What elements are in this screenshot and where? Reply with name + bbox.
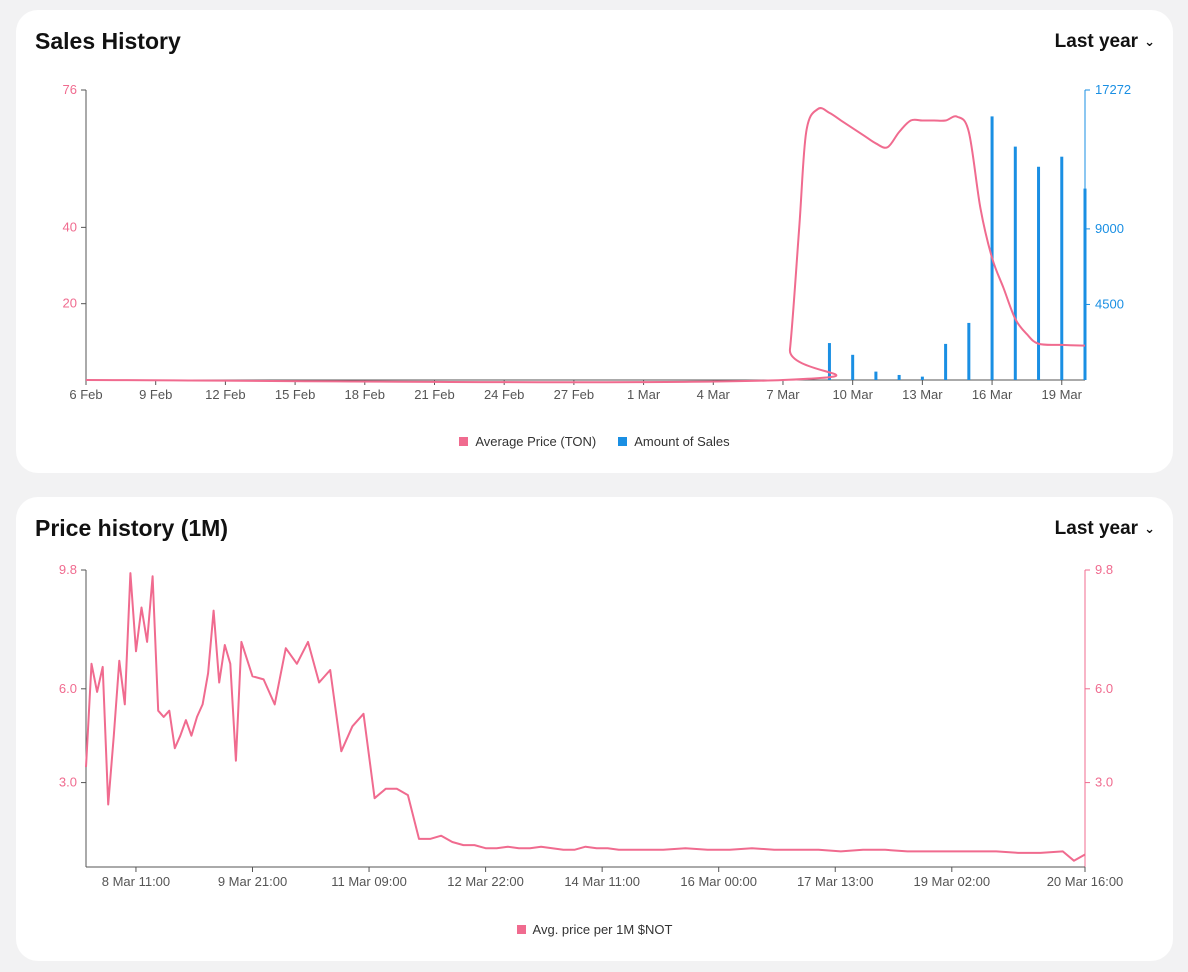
- x-tick-label-4-mar: 4 Mar: [697, 387, 731, 402]
- right-tick-label-9-8: 9.8: [1095, 562, 1113, 577]
- x-tick-label-12-feb: 12 Feb: [205, 387, 245, 402]
- x-tick-label-1-mar: 1 Mar: [627, 387, 661, 402]
- sales-bar: [967, 322, 971, 380]
- left-tick-label-3-0: 3.0: [59, 775, 77, 790]
- sales-history-title: Sales History: [35, 28, 181, 54]
- legend-label-average-price: Average Price (TON): [475, 434, 597, 449]
- left-tick-label-9-8: 9.8: [59, 562, 77, 577]
- x-tick-label-7-mar: 7 Mar: [766, 387, 800, 402]
- sales-bar: [1013, 146, 1017, 380]
- x-tick-label-16-mar: 16 Mar: [972, 387, 1013, 402]
- x-tick-label-27-feb: 27 Feb: [554, 387, 594, 402]
- price-swatch: [459, 437, 469, 446]
- x-tick-label-19-mar-02-00: 19 Mar 02:00: [913, 874, 990, 889]
- sales-bar: [920, 376, 924, 380]
- legend-item-amount-of-sales[interactable]: Amount of Sales: [618, 434, 730, 449]
- sales-bar: [944, 343, 948, 380]
- x-tick-label-10-mar: 10 Mar: [832, 387, 873, 402]
- left-tick-label-6-0: 6.0: [59, 681, 77, 696]
- sales-history-card: Sales History Last year ⌄ 20 40 76 4500 9000…: [16, 10, 1173, 473]
- x-tick-label-20-mar-16-00: 20 Mar 16:00: [1047, 874, 1124, 889]
- x-tick-label-24-feb: 24 Feb: [484, 387, 524, 402]
- sales-bar: [874, 371, 878, 380]
- sales-history-legend: Average Price (TON) Amount of Sales: [16, 434, 1173, 449]
- price-history-card: Price history (1M) Last year ⌄ 3.0 6.0 9.8…: [16, 497, 1173, 961]
- x-tick-label-17-mar-13-00: 17 Mar 13:00: [797, 874, 874, 889]
- sales-history-period-dropdown[interactable]: Last year ⌄: [1055, 31, 1155, 53]
- right-tick-label-17272: 17272: [1095, 82, 1131, 97]
- sales-bar: [851, 354, 855, 380]
- x-tick-label-8-mar-11-00: 8 Mar 11:00: [102, 874, 170, 889]
- right-tick-label-9000: 9000: [1095, 221, 1124, 236]
- sales-bar: [990, 116, 994, 380]
- legend-label-amount-of-sales: Amount of Sales: [634, 434, 730, 449]
- legend-label-avg-price: Avg. price per 1M $NOT: [532, 922, 673, 937]
- price-history-legend: Avg. price per 1M $NOT: [16, 922, 1173, 937]
- chevron-down-icon: ⌄: [1144, 34, 1155, 49]
- x-tick-label-6-feb: 6 Feb: [69, 387, 102, 402]
- x-tick-label-12-mar-22-00: 12 Mar 22:00: [447, 874, 524, 889]
- left-tick-label-20: 20: [63, 296, 77, 311]
- x-tick-label-16-mar-00-00: 16 Mar 00:00: [680, 874, 757, 889]
- chevron-down-icon: ⌄: [1144, 521, 1155, 536]
- right-tick-label-4500: 4500: [1095, 296, 1124, 311]
- sales-swatch: [618, 437, 628, 446]
- left-tick-label-76: 76: [63, 82, 77, 97]
- price-swatch: [516, 925, 526, 934]
- x-tick-label-19-mar: 19 Mar: [1042, 387, 1083, 402]
- right-tick-label-3-0: 3.0: [1095, 775, 1113, 790]
- sales-bar: [897, 374, 901, 380]
- x-tick-label-13-mar: 13 Mar: [902, 387, 943, 402]
- avg-price-line: [85, 572, 1086, 862]
- sales-bar: [1060, 156, 1064, 380]
- legend-item-avg-price[interactable]: Avg. price per 1M $NOT: [516, 922, 673, 937]
- left-tick-label-40: 40: [63, 219, 77, 234]
- x-tick-label-18-feb: 18 Feb: [345, 387, 385, 402]
- sales-bar: [1037, 166, 1041, 380]
- price-history-chart: 3.0 6.0 9.8 3.0 6.0 9.8 8 Mar 11:00 9 Mar 21:00…: [59, 562, 1124, 889]
- x-tick-label-15-feb: 15 Feb: [275, 387, 315, 402]
- sales-bar: [827, 343, 831, 380]
- x-tick-label-9-mar-21-00: 9 Mar 21:00: [218, 874, 287, 889]
- sales-bar: [1083, 188, 1087, 380]
- sales-history-period-label: Last year: [1054, 31, 1139, 52]
- price-history-title: Price history (1M): [35, 515, 228, 541]
- x-tick-label-9-feb: 9 Feb: [139, 387, 172, 402]
- right-tick-label-6-0: 6.0: [1095, 681, 1113, 696]
- price-history-period-label: Last year: [1054, 518, 1139, 539]
- x-tick-label-11-mar-09-00: 11 Mar 09:00: [331, 874, 407, 889]
- x-tick-label-14-mar-11-00: 14 Mar 11:00: [564, 874, 640, 889]
- x-tick-label-21-feb: 21 Feb: [414, 387, 454, 402]
- legend-item-average-price[interactable]: Average Price (TON): [459, 434, 596, 449]
- price-history-period-dropdown[interactable]: Last year ⌄: [1055, 518, 1155, 540]
- average-price-line: [85, 107, 1086, 384]
- sales-history-chart: 20 40 76 4500 9000 17272 6 Feb 9 Feb 12 Feb 15 Fe…: [63, 82, 1132, 402]
